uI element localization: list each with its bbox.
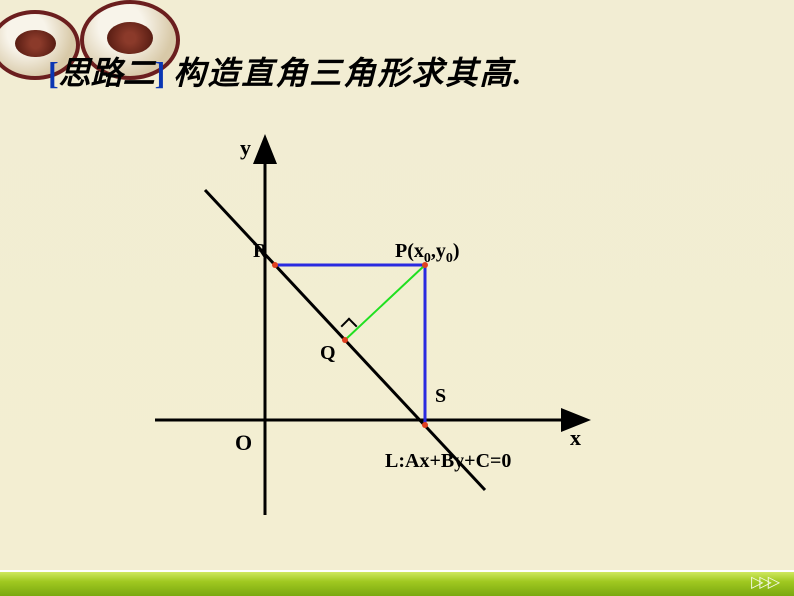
geometry-diagram: y x O L:Ax+By+C=0 R S Q P(x0,y0) bbox=[145, 110, 645, 540]
diagram-svg bbox=[145, 110, 645, 540]
origin-label: O bbox=[235, 430, 252, 456]
p-sub-2: 0 bbox=[446, 251, 453, 266]
dot-q bbox=[342, 337, 348, 343]
bracket-close: ] bbox=[155, 55, 166, 91]
point-r-label: R bbox=[253, 240, 267, 263]
x-axis-label: x bbox=[570, 425, 581, 451]
p-text-1: P(x bbox=[395, 240, 424, 262]
line-l-label: L:Ax+By+C=0 bbox=[385, 450, 511, 473]
p-text-2: ,y bbox=[431, 240, 446, 262]
footer-bar: ▷▷▷ bbox=[0, 570, 794, 596]
dot-s bbox=[422, 422, 428, 428]
dot-p bbox=[422, 262, 428, 268]
point-q-label: Q bbox=[320, 342, 336, 365]
heading-description: 构造直角三角形求其高. bbox=[173, 55, 523, 91]
point-s-label: S bbox=[435, 385, 446, 408]
heading-title: 思路二 bbox=[59, 55, 155, 91]
altitude-pq bbox=[345, 265, 425, 340]
slide-heading: [思路二] 构造直角三角形求其高. bbox=[48, 48, 523, 94]
bracket-open: [ bbox=[48, 55, 59, 91]
next-arrows-icon: ▷▷▷ bbox=[751, 572, 776, 592]
p-text-3: ) bbox=[453, 240, 460, 262]
dot-r bbox=[272, 262, 278, 268]
y-axis-label: y bbox=[240, 135, 251, 161]
